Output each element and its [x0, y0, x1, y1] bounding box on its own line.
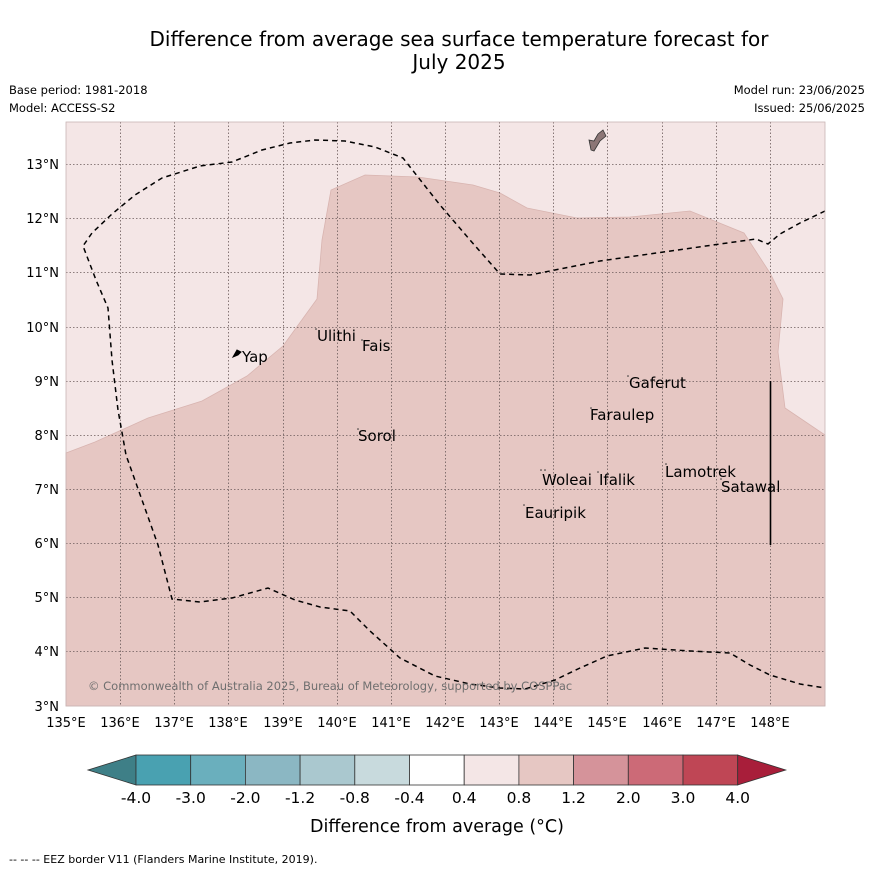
lon-tick-label: 136°E: [100, 716, 140, 731]
colorbar-segment: [354, 754, 410, 786]
lon-tick-label: 141°E: [371, 716, 411, 731]
lon-tick-label: 140°E: [317, 716, 357, 731]
colorbar-label: Difference from average (°C): [310, 817, 564, 837]
title-line-1: Difference from average sea surface temp…: [149, 27, 769, 51]
colorbar-segment: [573, 754, 629, 786]
lat-tick-label: 3°N: [35, 700, 60, 715]
colorbar-extend-high: [737, 754, 788, 786]
colorbar-tick-label: -0.4: [394, 789, 424, 807]
colorbar-segment: [135, 754, 192, 786]
lon-tick-label: 145°E: [587, 716, 627, 731]
colorbar-tick-label: 1.2: [561, 789, 586, 807]
colorbar-segment: [409, 754, 465, 786]
lon-tick-label: 135°E: [46, 716, 86, 731]
place-label-ifalik: Ifalik: [599, 471, 635, 489]
colorbar-tick-label: 3.0: [671, 789, 696, 807]
place-label-eauripik: Eauripik: [525, 504, 586, 522]
colorbar-tick-label: 0.4: [452, 789, 477, 807]
lat-tick-label: 8°N: [35, 429, 60, 444]
lon-tick-label: 146°E: [642, 716, 682, 731]
colorbar-extend-low: [86, 754, 137, 786]
colorbar-segment: [627, 754, 684, 786]
lat-tick-label: 4°N: [35, 645, 60, 660]
lon-tick-label: 147°E: [696, 716, 736, 731]
place-label-lamotrek: Lamotrek: [665, 463, 736, 481]
lon-tick-label: 138°E: [208, 716, 248, 731]
meta-left: Base period: 1981-2018 Model: ACCESS-S2: [9, 81, 148, 117]
colorbar: [86, 754, 788, 786]
lon-tick-label: 139°E: [263, 716, 303, 731]
colorbar-tick-label: -1.2: [285, 789, 315, 807]
colorbar-tick-labels: -4.0 -3.0 -2.0 -1.2 -0.8 -0.4 0.4 0.8 1.…: [121, 789, 750, 807]
island-markers: [315, 328, 722, 506]
place-label-ulithi: Ulithi: [317, 327, 356, 345]
colorbar-segment: [463, 754, 520, 786]
copyright-notice: © Commonwealth of Australia 2025, Bureau…: [88, 679, 572, 693]
lon-tick-label: 143°E: [479, 716, 519, 731]
meta-right: Model run: 23/06/2025 Issued: 25/06/2025: [734, 81, 865, 117]
colorbar-tick-label: 2.0: [616, 789, 641, 807]
base-period: Base period: 1981-2018: [9, 83, 148, 97]
colorbar-segment: [299, 754, 356, 786]
model-run: Model run: 23/06/2025: [733, 83, 865, 97]
yap-land: [231, 349, 242, 358]
colorbar-tick-label: -0.8: [340, 789, 370, 807]
place-label-woleai: Woleai: [542, 471, 592, 489]
colorbar-segment: [682, 754, 739, 786]
lat-tick-label: 5°N: [35, 591, 60, 606]
lat-tick-label: 6°N: [35, 537, 60, 552]
lon-tick-label: 148°E: [750, 716, 790, 731]
colorbar-tick-label: -2.0: [230, 789, 260, 807]
colorbar-tick-label: -4.0: [121, 789, 151, 807]
issued-date: Issued: 25/06/2025: [754, 101, 865, 115]
lat-tick-label: 9°N: [35, 375, 60, 390]
colorbar-tick-label: 4.0: [725, 789, 750, 807]
place-label-satawal: Satawal: [721, 478, 780, 496]
lat-tick-label: 11°N: [26, 266, 59, 281]
place-label-faraulep: Faraulep: [590, 406, 654, 424]
lat-tick-label: 12°N: [26, 212, 59, 227]
place-label-gaferut: Gaferut: [629, 374, 686, 392]
colorbar-segment: [190, 754, 246, 786]
lat-tick-label: 10°N: [26, 321, 59, 336]
place-label-sorol: Sorol: [358, 427, 396, 445]
chart-title: Difference from average sea surface temp…: [0, 28, 873, 74]
model-name: Model: ACCESS-S2: [9, 101, 116, 115]
lon-tick-label: 137°E: [154, 716, 194, 731]
colorbar-segment: [518, 754, 575, 786]
place-label-fais: Fais: [362, 337, 391, 355]
title-line-2: July 2025: [412, 50, 506, 74]
colorbar-tick-label: -3.0: [176, 789, 206, 807]
map-grid: [66, 122, 825, 706]
map-frame: [65, 121, 826, 707]
lon-tick-label: 142°E: [425, 716, 465, 731]
lat-tick-label: 13°N: [26, 158, 59, 173]
colorbar-tick-label: 0.8: [507, 789, 532, 807]
lat-tick-label: 7°N: [35, 483, 60, 498]
guam-land: [588, 129, 607, 152]
colorbar-segment: [244, 754, 301, 786]
lon-tick-label: 144°E: [533, 716, 573, 731]
place-label-yap: Yap: [241, 348, 268, 366]
eez-footnote: -- -- -- EEZ border V11 (Flanders Marine…: [9, 853, 318, 866]
